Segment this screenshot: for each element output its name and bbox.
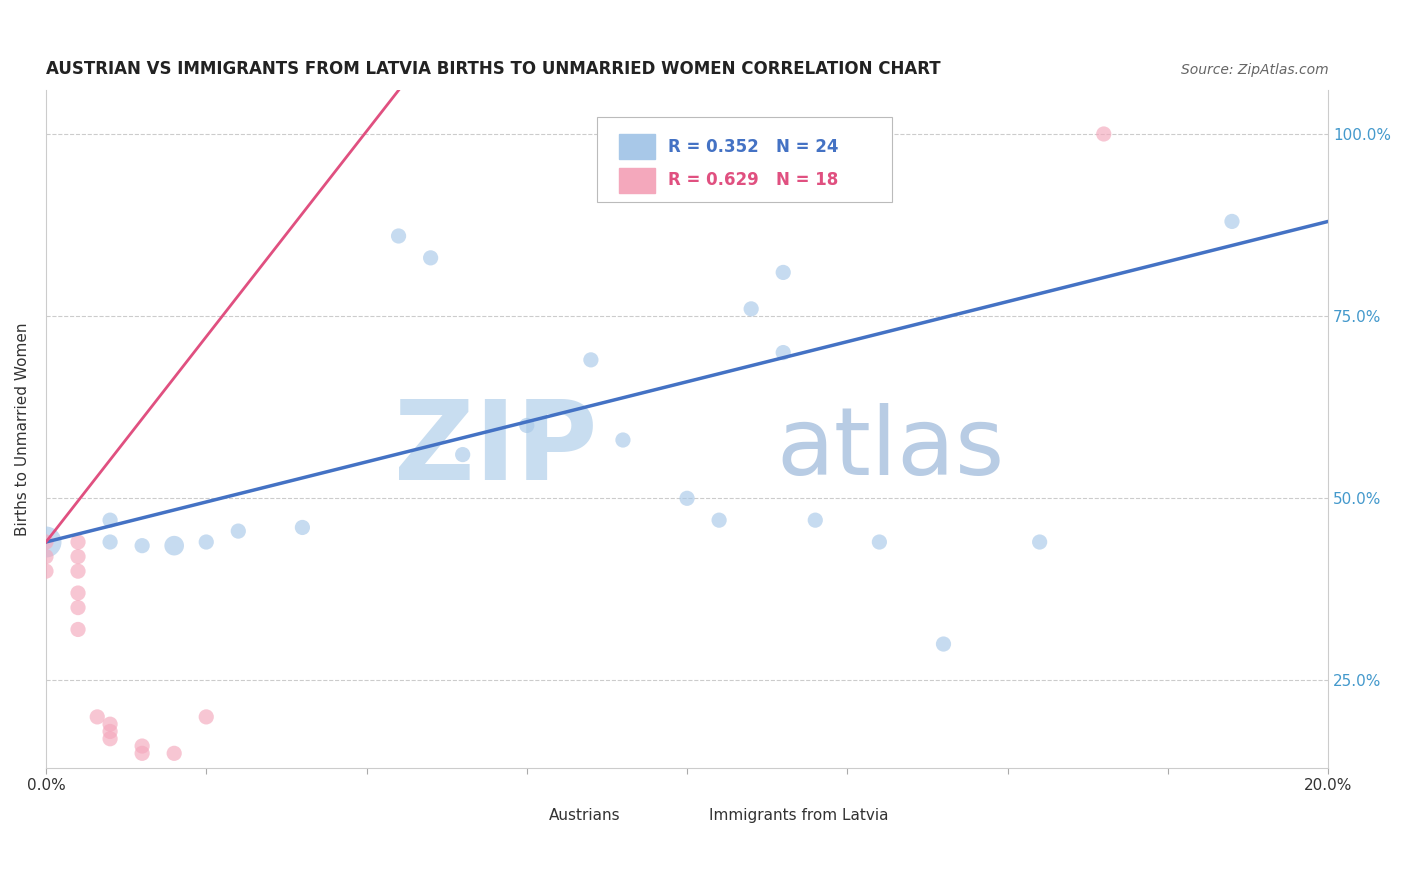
Point xyxy=(66,600,89,615)
Point xyxy=(195,710,218,724)
Point xyxy=(66,564,89,578)
Point xyxy=(98,731,121,746)
Text: Source: ZipAtlas.com: Source: ZipAtlas.com xyxy=(1181,62,1329,77)
Text: Austrians: Austrians xyxy=(548,808,620,822)
FancyBboxPatch shape xyxy=(619,168,655,194)
Text: R = 0.629   N = 18: R = 0.629 N = 18 xyxy=(668,171,838,189)
Point xyxy=(98,535,121,549)
FancyBboxPatch shape xyxy=(675,804,700,827)
Point xyxy=(35,549,58,564)
Point xyxy=(131,739,153,753)
Point xyxy=(86,710,108,724)
Point xyxy=(35,564,58,578)
Point xyxy=(66,586,89,600)
Text: atlas: atlas xyxy=(776,403,1005,495)
Point xyxy=(707,513,730,527)
Point xyxy=(66,535,89,549)
Point xyxy=(66,549,89,564)
Text: AUSTRIAN VS IMMIGRANTS FROM LATVIA BIRTHS TO UNMARRIED WOMEN CORRELATION CHART: AUSTRIAN VS IMMIGRANTS FROM LATVIA BIRTH… xyxy=(46,60,941,78)
FancyBboxPatch shape xyxy=(515,804,540,827)
Point xyxy=(35,535,58,549)
Point xyxy=(98,724,121,739)
Point xyxy=(131,747,153,761)
Point xyxy=(1092,127,1115,141)
Point xyxy=(195,535,218,549)
Point xyxy=(419,251,441,265)
Point xyxy=(772,345,794,359)
FancyBboxPatch shape xyxy=(598,118,893,202)
Point xyxy=(226,524,249,538)
Point xyxy=(579,352,602,367)
Point xyxy=(387,229,409,244)
Point xyxy=(98,717,121,731)
Point xyxy=(35,535,58,549)
Point xyxy=(131,539,153,553)
Point xyxy=(612,433,634,447)
Text: ZIP: ZIP xyxy=(394,396,598,503)
Point xyxy=(66,623,89,637)
Text: R = 0.352   N = 24: R = 0.352 N = 24 xyxy=(668,137,838,155)
Point xyxy=(1220,214,1243,228)
Point xyxy=(772,265,794,279)
Point xyxy=(804,513,827,527)
FancyBboxPatch shape xyxy=(619,134,655,160)
Text: Immigrants from Latvia: Immigrants from Latvia xyxy=(709,808,889,822)
Point xyxy=(163,747,186,761)
Point xyxy=(451,448,474,462)
Point xyxy=(291,520,314,534)
Y-axis label: Births to Unmarried Women: Births to Unmarried Women xyxy=(15,322,30,536)
Point xyxy=(932,637,955,651)
Point xyxy=(1028,535,1050,549)
Point xyxy=(740,301,762,316)
Point xyxy=(868,535,890,549)
Point xyxy=(516,418,538,433)
Point xyxy=(98,513,121,527)
Point xyxy=(163,539,186,553)
Point xyxy=(676,491,699,506)
